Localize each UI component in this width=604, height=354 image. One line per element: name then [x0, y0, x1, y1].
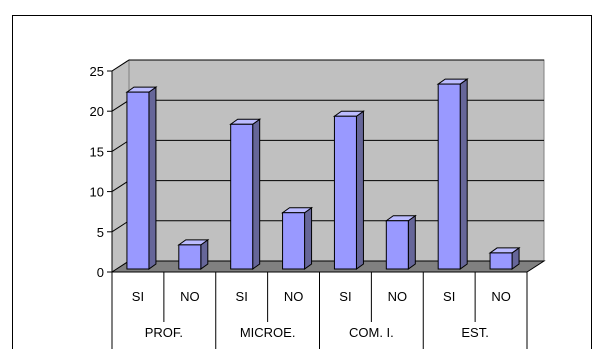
y-tick-label: 0 [97, 265, 104, 280]
gridline [111, 59, 544, 72]
x-tick-label: SI [236, 289, 248, 304]
bar-side [355, 110, 364, 270]
y-tick-label: 15 [90, 144, 104, 159]
x-group-label: PROF. [145, 325, 183, 340]
bar-side [148, 86, 157, 270]
bar-front [126, 91, 150, 270]
bar [488, 246, 521, 270]
x-tick-label: SI [443, 289, 455, 304]
bars [125, 78, 521, 270]
y-tick-label: 20 [90, 104, 104, 119]
x-tick-label: NO [284, 289, 304, 304]
x-group-label: MICROE. [240, 325, 296, 340]
bar [436, 78, 469, 270]
bar [229, 118, 262, 270]
bar [281, 206, 314, 270]
bar-front [437, 83, 461, 270]
bar-front [230, 123, 254, 270]
x-group-label: EST. [461, 325, 488, 340]
bar [125, 86, 158, 270]
bar-front [333, 115, 357, 270]
x-group-label: COM. I. [349, 325, 394, 340]
x-tick-label: SI [339, 289, 351, 304]
x-tick-label: NO [180, 289, 200, 304]
bar [332, 110, 365, 270]
bar [177, 238, 210, 270]
x-tick-label: NO [388, 289, 408, 304]
y-axis: 0 5 10 15 20 25 [90, 64, 113, 280]
floor [110, 260, 546, 273]
bar-front [385, 220, 409, 270]
bar-side [304, 206, 313, 270]
plot-area [110, 59, 546, 273]
bar-front [489, 252, 513, 270]
bar-front [282, 212, 306, 270]
y-tick-label: 10 [90, 185, 104, 200]
bar-front [178, 244, 202, 270]
x-axis-labels: SI NO SI NO SI NO SI NO PROF. MICROE. COM. I. EST. [111, 272, 528, 349]
bar-side [459, 78, 468, 270]
y-tick-label: 25 [90, 64, 104, 79]
bar [384, 214, 417, 270]
x-tick-label: NO [491, 289, 511, 304]
x-tick-label: SI [132, 289, 144, 304]
bar-side [407, 214, 416, 270]
y-tick-label: 5 [97, 225, 104, 240]
bar-side [252, 118, 261, 270]
